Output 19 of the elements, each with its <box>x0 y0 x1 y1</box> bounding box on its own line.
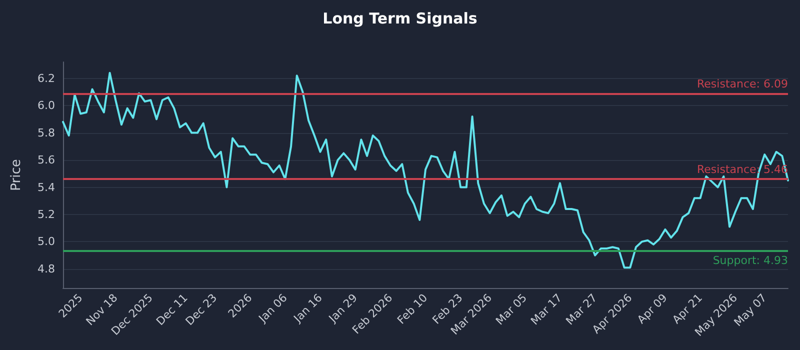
line-series <box>62 72 789 269</box>
y-tick-label: 5.2 <box>38 208 55 221</box>
x-tick-label: Jan 06 <box>256 291 290 326</box>
y-tick-label: 4.8 <box>38 262 55 276</box>
y-tick-label: 5.4 <box>38 180 55 194</box>
x-tick-label: Mar 17 <box>528 291 565 328</box>
x-tick-label: Feb 10 <box>394 291 430 327</box>
y-tick-label: 6.0 <box>38 99 55 112</box>
y-tick-label: 5.8 <box>38 126 55 140</box>
x-tick-label: Apr 09 <box>634 291 670 326</box>
x-tick-label: Jan 16 <box>290 291 325 326</box>
y-tick-label: 6.2 <box>38 72 55 85</box>
y-tick-label: 5.6 <box>38 154 55 167</box>
ref-line-label: Resistance: 6.09 <box>697 77 788 90</box>
x-tick-label: Mar 05 <box>493 291 530 328</box>
y-tick-label: 5.0 <box>38 235 55 248</box>
chart-title: Long Term Signals <box>322 10 478 28</box>
ref-line-label: Support: 4.93 <box>712 254 788 268</box>
y-axis-title: Price <box>9 159 24 191</box>
